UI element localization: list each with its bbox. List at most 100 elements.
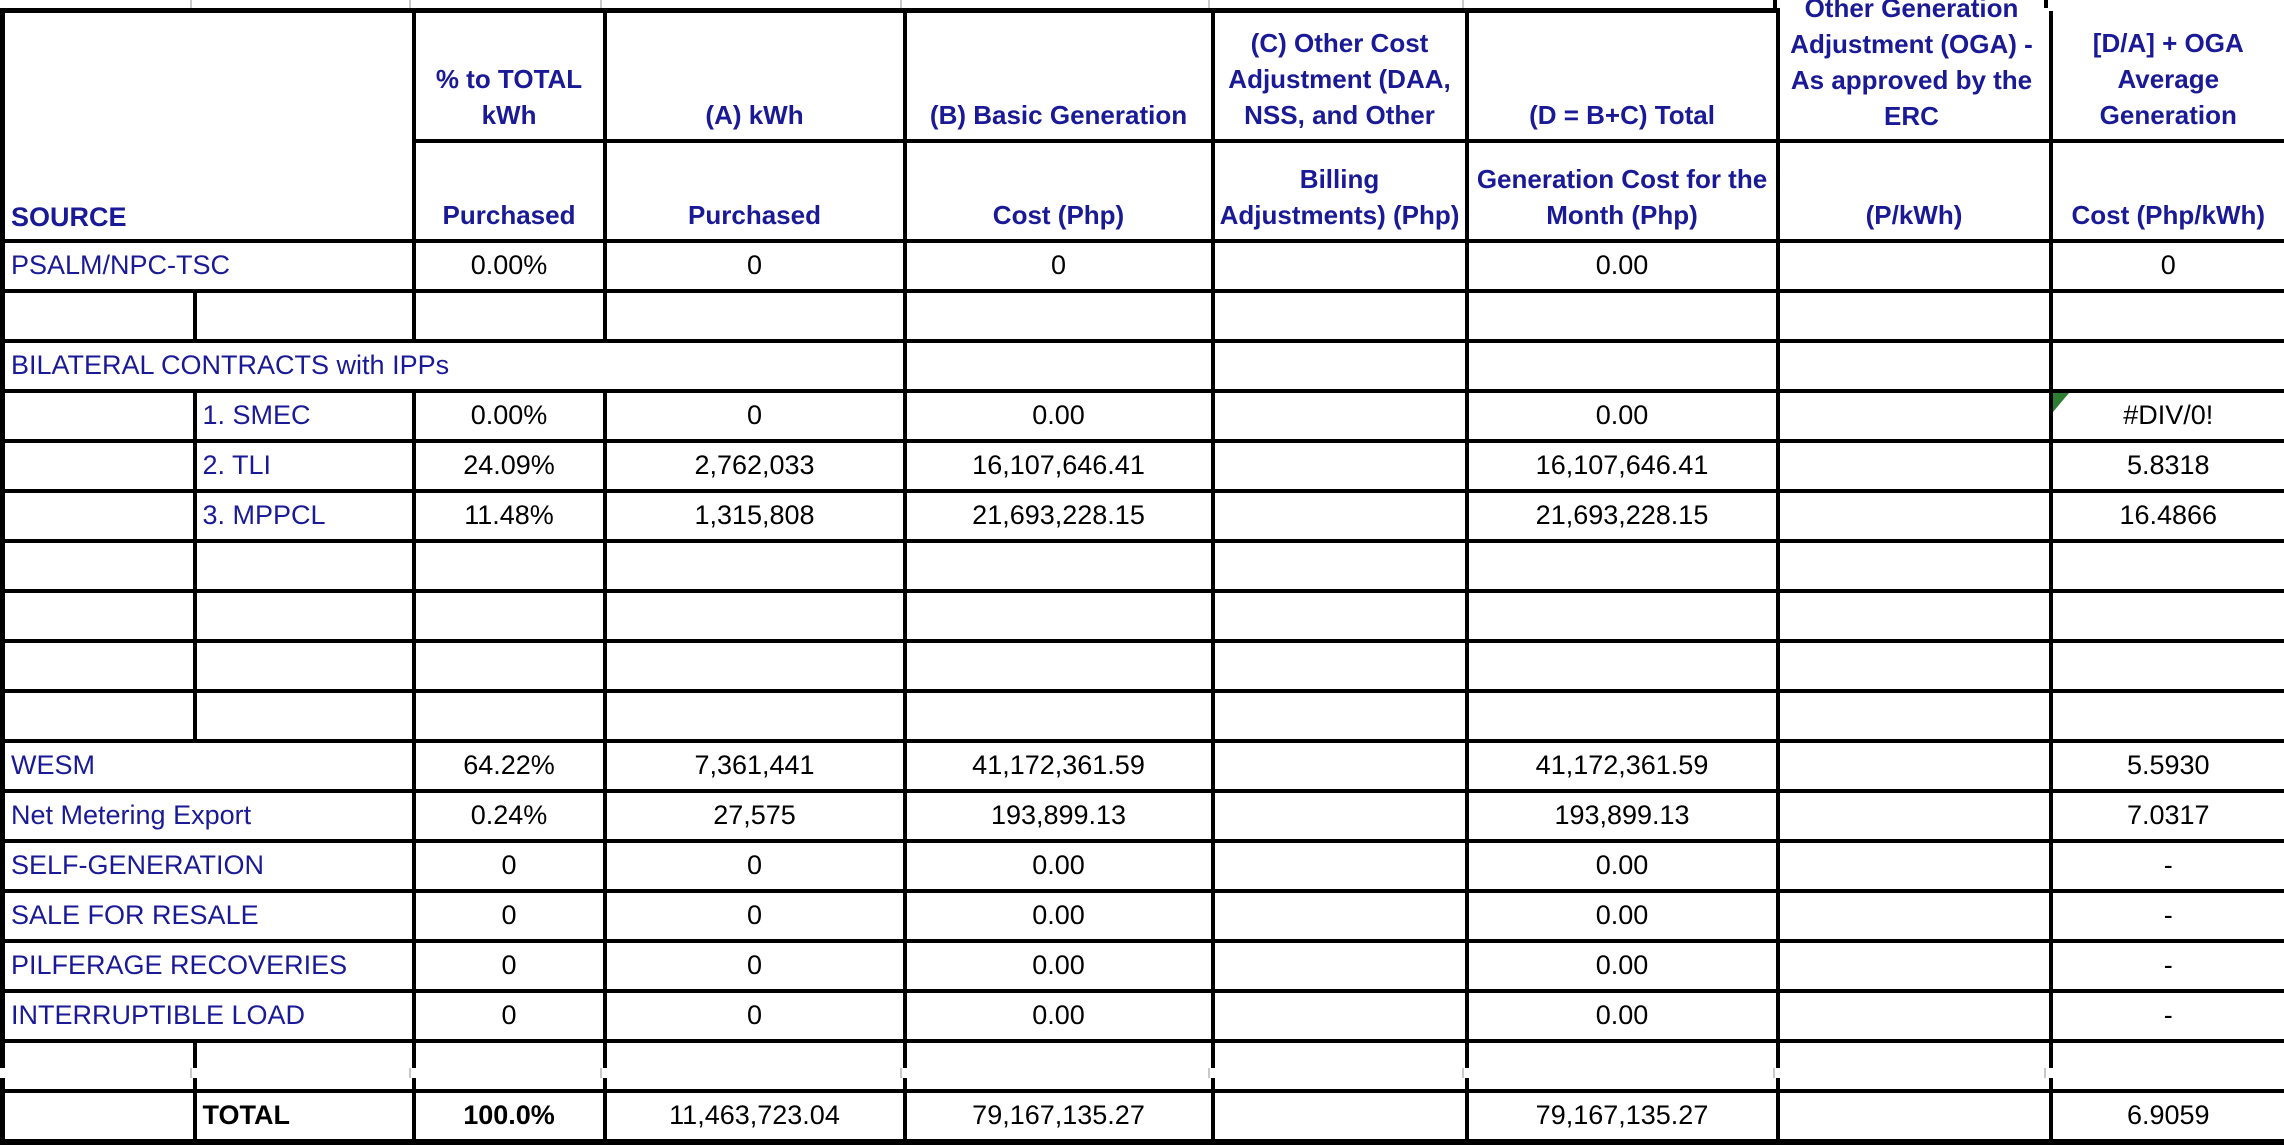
cell-empty[interactable] — [905, 541, 1213, 591]
cell-empty[interactable] — [1467, 341, 1778, 391]
cell-psalm-adj[interactable] — [1213, 241, 1467, 291]
cell-empty[interactable] — [905, 341, 1213, 391]
cell-selfgen-total[interactable]: 0.00 — [1467, 841, 1778, 891]
cell-empty[interactable] — [195, 541, 414, 591]
cell-interruptible-oga[interactable] — [1778, 991, 2051, 1041]
header-pct-to-total-kwh[interactable]: % to TOTAL kWh — [414, 11, 605, 141]
cell-wesm-avg[interactable]: 5.5930 — [2051, 741, 2284, 791]
cell-psalm-oga[interactable] — [1778, 241, 2051, 291]
cell-selfgen-pct[interactable]: 0 — [414, 841, 605, 891]
cell-wesm-pct[interactable]: 64.22% — [414, 741, 605, 791]
cell-empty[interactable] — [3, 541, 195, 591]
cell-smec-kwh[interactable]: 0 — [605, 391, 905, 441]
cell-empty[interactable] — [414, 591, 605, 641]
cell-empty[interactable] — [195, 691, 414, 741]
cell-empty[interactable] — [1213, 1041, 1467, 1091]
header-cost-php-per-kwh[interactable]: Cost (Php/kWh) — [2051, 141, 2284, 241]
cell-mppcl-adj[interactable] — [1213, 491, 1467, 541]
cell-empty[interactable] — [414, 541, 605, 591]
cell-empty[interactable] — [605, 591, 905, 641]
cell-empty[interactable] — [1778, 541, 2051, 591]
cell-empty[interactable] — [2051, 1041, 2284, 1091]
cell-resale-pct[interactable]: 0 — [414, 891, 605, 941]
cell-empty[interactable] — [414, 691, 605, 741]
cell-empty[interactable] — [2051, 691, 2284, 741]
cell-psalm-label[interactable]: PSALM/NPC-TSC — [3, 241, 414, 291]
cell-empty[interactable] — [195, 291, 414, 341]
cell-empty[interactable] — [605, 291, 905, 341]
cell-total-total[interactable]: 79,167,135.27 — [1467, 1091, 1778, 1142]
cell-selfgen-kwh[interactable]: 0 — [605, 841, 905, 891]
cell-tli-kwh[interactable]: 2,762,033 — [605, 441, 905, 491]
cell-mppcl-label[interactable]: 3. MPPCL — [195, 491, 414, 541]
header-a-kwh[interactable]: (A) kWh — [605, 11, 905, 141]
cell-selfgen-basic[interactable]: 0.00 — [905, 841, 1213, 891]
cell-psalm-kwh[interactable]: 0 — [605, 241, 905, 291]
cell-smec-oga[interactable] — [1778, 391, 2051, 441]
cell-empty[interactable] — [1467, 291, 1778, 341]
cell-tli-adj[interactable] — [1213, 441, 1467, 491]
cell-total-kwh[interactable]: 11,463,723.04 — [605, 1091, 905, 1142]
cell-empty[interactable] — [1467, 691, 1778, 741]
header-b-basic-generation[interactable]: (B) Basic Generation — [905, 11, 1213, 141]
header-d-total[interactable]: (D = B+C) Total — [1467, 11, 1778, 141]
cell-empty[interactable] — [3, 1041, 195, 1091]
cell-smec-total[interactable]: 0.00 — [1467, 391, 1778, 441]
cell-resale-avg[interactable]: - — [2051, 891, 2284, 941]
cell-empty[interactable] — [3, 691, 195, 741]
cell-smec-label[interactable]: 1. SMEC — [195, 391, 414, 441]
cell-selfgen-oga[interactable] — [1778, 841, 2051, 891]
cell-mppcl-total[interactable]: 21,693,228.15 — [1467, 491, 1778, 541]
cell-empty[interactable] — [1213, 291, 1467, 341]
cell-empty[interactable] — [195, 591, 414, 641]
cell-psalm-pct[interactable]: 0.00% — [414, 241, 605, 291]
cell-pilferage-adj[interactable] — [1213, 941, 1467, 991]
cell-resale-adj[interactable] — [1213, 891, 1467, 941]
cell-total-adj[interactable] — [1213, 1091, 1467, 1142]
cell-selfgen-adj[interactable] — [1213, 841, 1467, 891]
cell-empty[interactable] — [1778, 591, 2051, 641]
header-p-per-kwh[interactable]: (P/kWh) — [1778, 141, 2051, 241]
cell-empty[interactable] — [1467, 1041, 1778, 1091]
cell-pilferage-basic[interactable]: 0.00 — [905, 941, 1213, 991]
cell-wesm-kwh[interactable]: 7,361,441 — [605, 741, 905, 791]
cell-interruptible-kwh[interactable]: 0 — [605, 991, 905, 1041]
cell-empty[interactable] — [1213, 691, 1467, 741]
cell-pilferage-kwh[interactable]: 0 — [605, 941, 905, 991]
header-c-other-cost-adjustment[interactable]: (C) Other Cost Adjustment (DAA, NSS, and… — [1213, 11, 1467, 141]
cell-empty[interactable] — [3, 641, 195, 691]
cell-empty[interactable] — [605, 691, 905, 741]
cell-interruptible-pct[interactable]: 0 — [414, 991, 605, 1041]
cell-empty[interactable] — [1213, 541, 1467, 591]
cell-empty[interactable] — [2051, 541, 2284, 591]
cell-empty[interactable] — [1213, 341, 1467, 391]
cell-psalm-avg[interactable]: 0 — [2051, 241, 2284, 291]
cell-interruptible-basic[interactable]: 0.00 — [905, 991, 1213, 1041]
cell-empty[interactable] — [905, 591, 1213, 641]
cell-empty[interactable] — [195, 641, 414, 691]
header-source[interactable]: SOURCE — [3, 11, 414, 241]
cell-bilateral-label[interactable]: BILATERAL CONTRACTS with IPPs — [3, 341, 905, 391]
cell-empty[interactable] — [3, 291, 195, 341]
cell-total-oga[interactable] — [1778, 1091, 2051, 1142]
cell-empty[interactable] — [1778, 1041, 2051, 1091]
cell-tli-pct[interactable]: 24.09% — [414, 441, 605, 491]
header-da-plus-oga[interactable]: [D/A] + OGA Average Generation — [2051, 11, 2284, 141]
header-purchased-kwh[interactable]: Purchased — [605, 141, 905, 241]
cell-empty[interactable] — [1467, 541, 1778, 591]
cell-smec-pct[interactable]: 0.00% — [414, 391, 605, 441]
header-generation-cost-month[interactable]: Generation Cost for the Month (Php) — [1467, 141, 1778, 241]
cell-empty[interactable] — [1778, 341, 2051, 391]
cell-wesm-total[interactable]: 41,172,361.59 — [1467, 741, 1778, 791]
cell-empty[interactable] — [414, 1041, 605, 1091]
cell-total-avg[interactable]: 6.9059 — [2051, 1091, 2284, 1142]
cell-empty[interactable] — [605, 1041, 905, 1091]
cell-empty[interactable] — [605, 641, 905, 691]
cell-empty[interactable] — [3, 591, 195, 641]
cell-netmetering-adj[interactable] — [1213, 791, 1467, 841]
cell-mppcl-kwh[interactable]: 1,315,808 — [605, 491, 905, 541]
cell-interruptible-avg[interactable]: - — [2051, 991, 2284, 1041]
cell-tli-basic[interactable]: 16,107,646.41 — [905, 441, 1213, 491]
cell-mppcl-basic[interactable]: 21,693,228.15 — [905, 491, 1213, 541]
cell-pilferage-oga[interactable] — [1778, 941, 2051, 991]
